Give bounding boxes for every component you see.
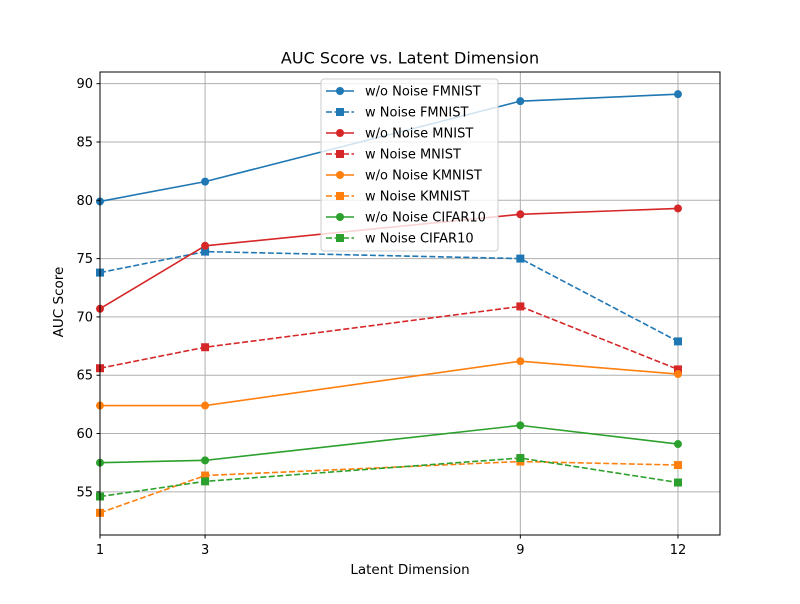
legend-label: w/o Noise FMNIST bbox=[365, 85, 481, 100]
data-point bbox=[673, 478, 682, 487]
legend-label: w/o Noise MNIST bbox=[365, 127, 473, 142]
legend-marker bbox=[336, 129, 344, 137]
legend-marker bbox=[336, 213, 344, 221]
y-tick-label: 60 bbox=[76, 427, 93, 442]
series-line-w-o-noise-cifar10 bbox=[99, 424, 679, 464]
data-point bbox=[201, 471, 210, 480]
axis-ticks: 1 3 9 12 55 60 65 70 75 80 85 90 bbox=[76, 77, 686, 558]
legend-marker bbox=[336, 87, 344, 95]
series-line-w-noise-fmnist bbox=[99, 250, 679, 343]
x-tick-label: 9 bbox=[516, 543, 524, 558]
y-tick-label: 75 bbox=[76, 252, 93, 267]
data-point bbox=[201, 241, 210, 250]
legend-label: w/o Noise KMNIST bbox=[365, 169, 482, 184]
data-point bbox=[673, 204, 682, 213]
legend-label: w Noise KMNIST bbox=[365, 190, 470, 205]
data-point bbox=[673, 461, 682, 470]
y-tick-label: 55 bbox=[76, 485, 93, 500]
data-point bbox=[673, 440, 682, 449]
legend-marker bbox=[336, 108, 344, 116]
y-tick-label: 90 bbox=[76, 77, 93, 92]
legend-label: w/o Noise CIFAR10 bbox=[365, 211, 486, 226]
chart-title: AUC Score vs. Latent Dimension bbox=[281, 49, 539, 68]
axes-frame bbox=[99, 71, 721, 536]
data-point bbox=[673, 90, 682, 99]
x-tick-label: 1 bbox=[96, 543, 104, 558]
y-axis-label: AUC Score bbox=[51, 267, 67, 338]
legend-marker bbox=[336, 171, 344, 179]
x-tick-label: 3 bbox=[201, 543, 209, 558]
data-point bbox=[673, 370, 682, 379]
x-axis-label: Latent Dimension bbox=[350, 562, 469, 578]
y-tick-label: 65 bbox=[76, 369, 93, 384]
x-tick-label: 12 bbox=[670, 543, 687, 558]
legend-label: w Noise MNIST bbox=[365, 148, 461, 163]
data-point bbox=[516, 254, 525, 263]
data-point bbox=[516, 357, 525, 366]
legend-marker bbox=[336, 150, 344, 158]
data-point bbox=[201, 456, 210, 465]
legend-label: w Noise CIFAR10 bbox=[365, 232, 474, 247]
data-point bbox=[201, 247, 210, 256]
legend-box bbox=[320, 78, 499, 252]
data-point bbox=[673, 337, 682, 346]
data-point bbox=[201, 401, 210, 410]
data-point bbox=[201, 477, 210, 486]
series-line-w-o-noise-kmnist bbox=[100, 360, 679, 407]
data-point bbox=[673, 365, 682, 374]
legend: w/o Noise FMNIST w Noise FMNIST w/o Noise … bbox=[320, 78, 499, 252]
grid bbox=[99, 72, 720, 535]
series-line-w-noise-cifar10 bbox=[99, 457, 679, 498]
data-point bbox=[516, 454, 525, 463]
series-line-w-noise-kmnist bbox=[99, 460, 678, 514]
data-point bbox=[516, 302, 525, 311]
y-tick-label: 70 bbox=[76, 310, 93, 325]
series-line-w-noise-mnist bbox=[99, 305, 679, 371]
legend-marker bbox=[336, 192, 344, 200]
data-point bbox=[516, 421, 525, 430]
data-point bbox=[516, 210, 525, 219]
legend-label: w Noise FMNIST bbox=[365, 106, 468, 121]
y-tick-label: 80 bbox=[76, 194, 93, 209]
data-point bbox=[516, 97, 525, 106]
data-point bbox=[201, 343, 210, 352]
y-tick-label: 85 bbox=[76, 135, 93, 150]
legend-marker bbox=[336, 234, 344, 242]
data-point bbox=[201, 177, 210, 186]
